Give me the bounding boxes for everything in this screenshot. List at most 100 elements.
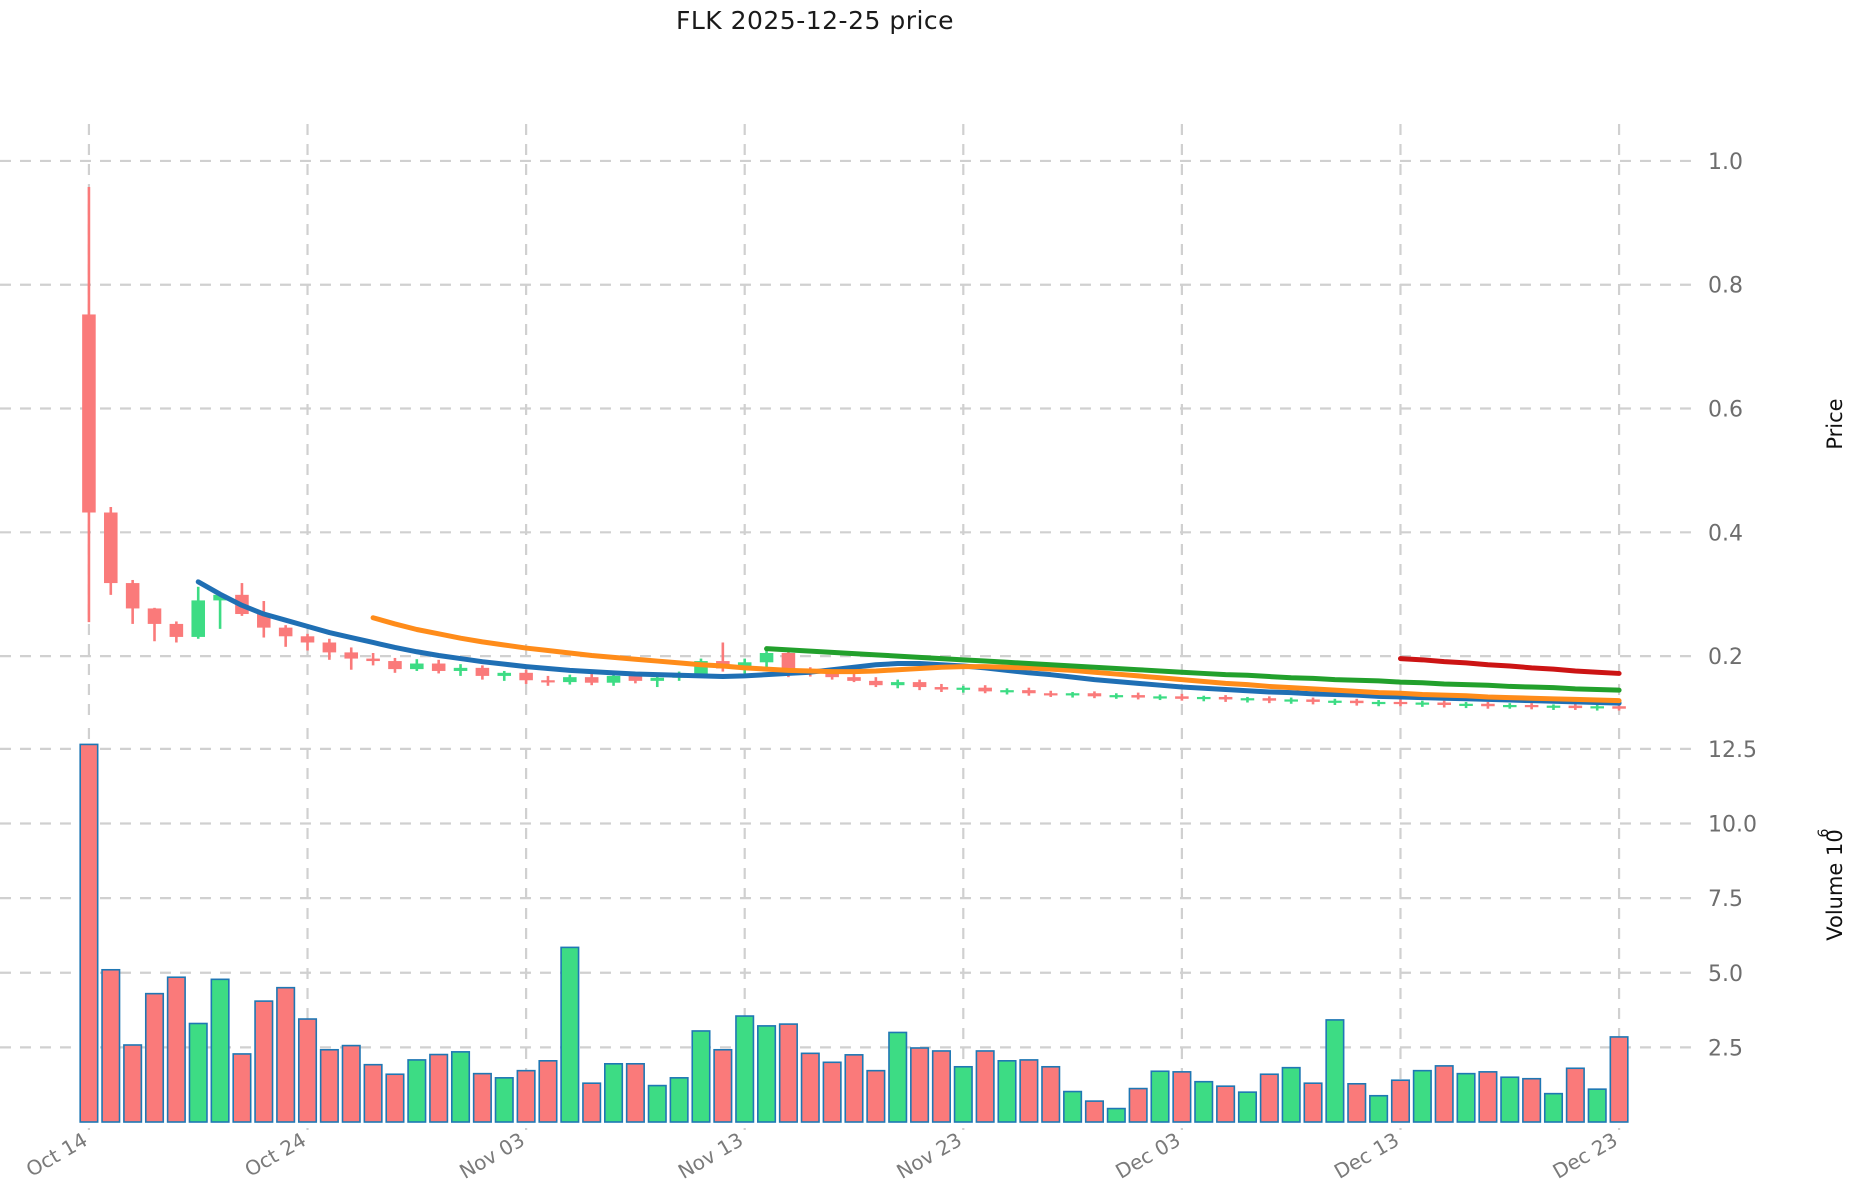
candle-body [563,677,577,683]
candlestick-series [82,186,1626,711]
candle-body [781,653,796,671]
price-tick-label: 1.0 [1708,150,1743,175]
x-tick-label: Dec 13 [1330,1128,1403,1184]
volume-bar [123,1044,143,1123]
candle-body [169,623,184,637]
candle-body [519,672,533,681]
candle-body [1524,705,1539,708]
candle-body [1022,690,1036,694]
volume-bar [319,1048,339,1123]
candle-body [956,687,971,690]
volume-bar [1128,1087,1148,1123]
volume-bar [276,986,296,1123]
volume-tick-label: 5.0 [1708,962,1743,987]
candle-body [934,687,949,690]
candle-body [1371,701,1386,705]
volume-bar [1434,1065,1454,1123]
moving-average-lines [195,579,1622,706]
price-tick-labels: 1.0 0.8 0.6 0.4 0.2 [1708,150,1743,670]
candle-body [1612,706,1626,709]
volume-bar [1281,1066,1301,1123]
volume-bar [1216,1085,1236,1123]
volume-bar [625,1062,645,1123]
volume-bar [1390,1079,1411,1123]
volume-tick-label: 7.5 [1708,887,1743,912]
volume-bar [953,1065,973,1123]
ma-line-blue [195,579,1622,706]
volume-bar [647,1084,667,1123]
volume-bar [1500,1076,1520,1123]
ma-line-green [764,646,1622,693]
volume-bar [604,1062,624,1123]
candle-body [1131,695,1145,698]
volume-bar [822,1061,842,1123]
candle-body [1590,706,1604,709]
volume-bar [1543,1092,1564,1123]
volume-bar [297,1018,318,1123]
volume-bar [1369,1094,1389,1123]
candle-body [759,653,774,663]
candle-body [1087,693,1102,697]
volume-bar-series [79,743,1629,1123]
candle-body [1415,702,1430,705]
volume-bar [516,1069,536,1123]
volume-bar [844,1054,864,1123]
x-tick-label: Oct 14 [22,1128,91,1182]
volume-bar [341,1044,361,1123]
volume-bar [1456,1072,1476,1123]
candle-body [344,652,359,659]
volume-axis-name: Volume 10 [1823,829,1847,941]
x-tick-label: Nov 23 [892,1128,965,1184]
candle-body [410,663,424,670]
price-axis-name: Price [1823,398,1847,449]
candle-body [650,677,665,681]
candle-body [1240,698,1255,701]
volume-bar [691,1030,711,1123]
volume-bar [1259,1073,1279,1123]
volume-bar [450,1051,471,1123]
volume-bar [1565,1067,1585,1123]
volume-bar [910,1047,930,1123]
volume-bar [1194,1080,1214,1123]
candle-body [1153,696,1167,699]
volume-bar [1084,1100,1104,1123]
price-tick-label: 0.4 [1708,521,1743,546]
volume-bar [1478,1071,1498,1123]
volume-bar [538,1060,558,1123]
price-tick-label: 0.8 [1708,274,1743,299]
chart-title: FLK 2025-12-25 price [675,6,955,35]
volume-bar [560,946,580,1123]
candle-body [1306,699,1320,702]
candle-body [1284,699,1298,702]
volume-bar [1063,1090,1083,1123]
axis-names: Price Volume 106 [1816,398,1847,940]
candle-body [147,608,162,624]
price-gridlines [0,159,1695,658]
volume-bar [735,1015,755,1123]
volume-bar [144,992,165,1123]
volume-bar [1609,1036,1629,1123]
volume-bar [254,1000,274,1123]
ma-line-red [1397,656,1622,676]
candle-body [1546,705,1561,708]
volume-bar [1412,1069,1432,1123]
volume-bar [1106,1107,1126,1123]
candle-body [912,682,927,688]
x-tick-labels: Oct 14 Oct 24 Nov 03 Nov 13 Nov 23 Dec 03 Dec … [22,1128,1622,1184]
volume-bar [1019,1059,1039,1123]
candle-body [1196,696,1211,700]
volume-bar [800,1052,820,1123]
volume-bar [407,1059,427,1123]
ma-line-orange [370,615,1622,704]
volume-bar [166,976,186,1123]
candle-body [541,680,555,683]
volume-bar [494,1077,514,1123]
volume-tick-label: 12.5 [1708,738,1757,763]
volume-bar [1172,1071,1192,1123]
candle-body [1328,700,1342,703]
candle-body [1393,701,1408,705]
candle-body [1000,690,1014,693]
candle-body [1349,700,1364,704]
x-tick-label: Nov 13 [674,1128,747,1184]
